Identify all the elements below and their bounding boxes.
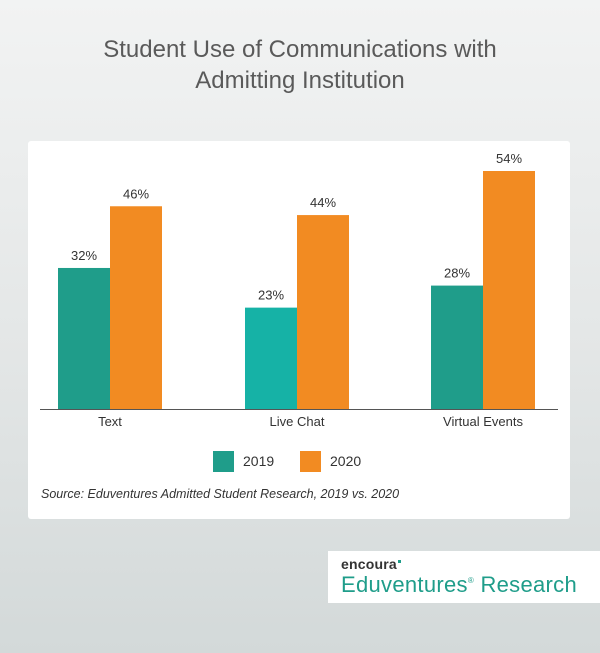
data-label-2020-virtual-events: 54% <box>496 151 522 166</box>
encoura-logo: encoura <box>341 556 401 572</box>
chart-card: 32% 46% Text 23% 44% Live Chat 28% 54% Virtual E… <box>28 141 570 519</box>
chart-title-line1: Student Use of Communications with <box>103 36 497 63</box>
x-tick-label-text: Text <box>98 414 122 429</box>
legend-swatch-2019 <box>213 450 234 472</box>
x-tick-label-live-chat: Live Chat <box>270 414 325 429</box>
logo-dot-icon <box>397 559 401 563</box>
bar-2020-virtual-events <box>483 171 535 409</box>
legend-swatch-2020 <box>300 450 321 472</box>
bar-2020-live-chat <box>297 215 349 409</box>
bar-2020-text <box>110 206 162 409</box>
chart-title-line2: Admitting Institution <box>195 67 405 94</box>
data-label-2019-live-chat: 23% <box>258 288 284 303</box>
registered-mark: ® <box>467 576 475 585</box>
x-tick-label-virtual-events: Virtual Events <box>443 414 523 429</box>
eduventures-research-logo: Eduventures® Research <box>341 572 577 598</box>
data-label-2020-text: 46% <box>123 186 149 201</box>
data-label-2020-live-chat: 44% <box>310 195 336 210</box>
data-label-2019-virtual-events: 28% <box>444 266 470 281</box>
eduventures-wordmark: Eduventures <box>341 572 468 597</box>
legend-item-2019: 2019 <box>213 450 274 472</box>
encoura-wordmark: encoura <box>341 556 397 572</box>
research-wordmark: Research <box>474 572 577 597</box>
bar-2019-text <box>58 267 110 409</box>
bar-2019-live-chat <box>245 307 297 409</box>
bar-2019-virtual-events <box>431 285 483 409</box>
source-note: Source: Eduventures Admitted Student Res… <box>41 487 400 501</box>
legend-label-2019: 2019 <box>243 453 275 469</box>
legend-item-2020: 2020 <box>300 450 361 472</box>
chart-title: Student Use of Communications with Admit… <box>0 34 600 96</box>
bar-chart: 32% 46% Text 23% 44% Live Chat 28% 54% Virtual E… <box>40 151 558 429</box>
data-label-2019-text: 32% <box>71 248 97 263</box>
brand-logo: encoura Eduventures® Research <box>328 551 600 603</box>
legend-label-2020: 2020 <box>330 453 362 469</box>
